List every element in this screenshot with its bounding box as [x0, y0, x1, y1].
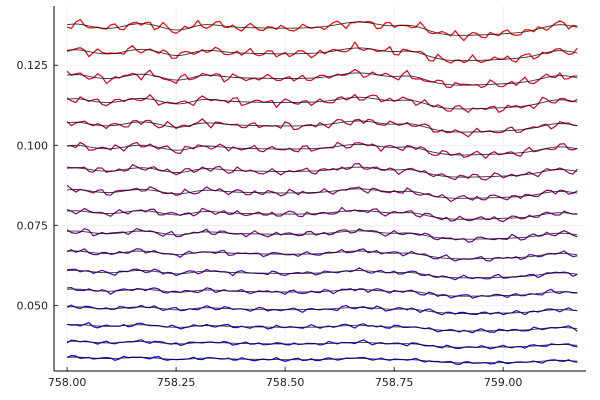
model-series-line	[67, 72, 578, 86]
model-series-line	[67, 269, 578, 279]
plot-lines	[66, 18, 578, 366]
data-series-line	[67, 286, 578, 299]
model-series-line	[67, 230, 578, 240]
model-series-line	[67, 120, 578, 133]
data-series-line	[66, 355, 578, 366]
y-tick-label: 0.050	[17, 299, 49, 312]
y-tick-label: 0.075	[17, 219, 49, 232]
x-tick-label: 758.25	[157, 376, 196, 389]
data-series-line	[66, 184, 578, 203]
data-series-line	[66, 322, 578, 334]
model-series-line	[67, 209, 578, 220]
tick-labels: 758.00 758.25 758.50 758.75 759.00 0.050 0.075…	[17, 59, 523, 389]
model-series-line	[67, 188, 578, 199]
data-series-line	[66, 206, 578, 223]
model-series-line	[67, 21, 578, 36]
model-series-line	[67, 143, 578, 156]
data-series-line	[66, 227, 578, 243]
grid	[54, 6, 586, 371]
data-series-line	[66, 93, 578, 114]
data-series-line	[66, 68, 578, 89]
data-series-line	[67, 163, 578, 181]
axes	[53, 6, 586, 372]
y-tick-label: 0.125	[17, 59, 49, 72]
y-tick-label: 0.100	[17, 139, 49, 152]
data-series-line	[67, 141, 578, 160]
x-tick-label: 758.75	[375, 376, 414, 389]
model-series-line	[67, 306, 578, 314]
x-tick-label: 758.00	[48, 376, 87, 389]
data-series-line	[66, 248, 578, 262]
data-series-line	[66, 18, 578, 42]
model-series-line	[67, 356, 578, 364]
model-series-line	[67, 166, 578, 178]
model-series-line	[67, 250, 578, 260]
model-series-line	[67, 96, 578, 110]
data-series-line	[67, 267, 578, 281]
x-tick-label: 758.50	[266, 376, 305, 389]
model-series-line	[67, 47, 578, 62]
model-series-line	[67, 324, 578, 332]
model-series-line	[67, 340, 578, 348]
model-series-line	[67, 288, 578, 297]
x-tick-label: 759.00	[484, 376, 523, 389]
